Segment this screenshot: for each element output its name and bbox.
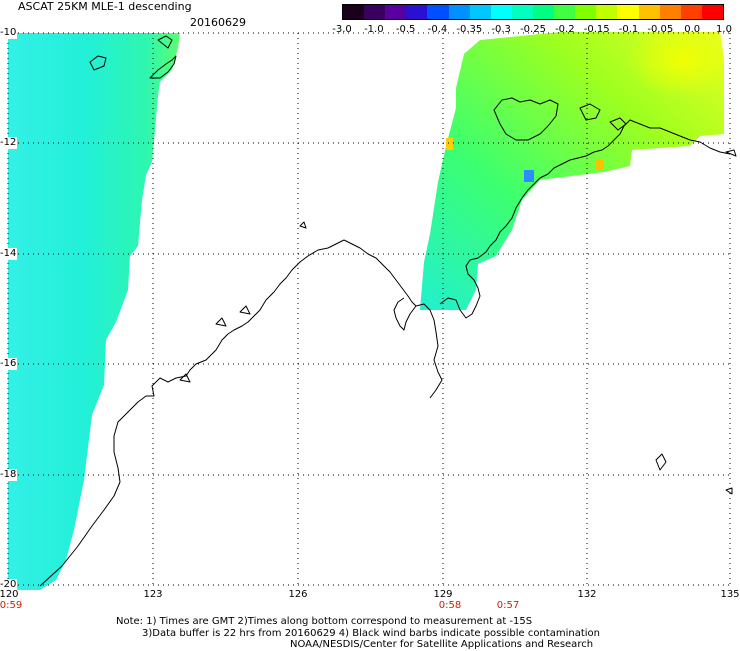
lat-label: -16: [0, 358, 18, 370]
colorbar-segment: [343, 5, 365, 19]
colorbar-tick-label: -3.0: [332, 24, 352, 35]
colorbar-segment: [490, 5, 512, 19]
colorbar-labels: -3.0 -1.0 -0.5 -0.4 -0.35 -0.3 -0.25 -0.2 -0.15-…: [328, 24, 738, 38]
lon-label: 126: [288, 589, 308, 600]
colorbar-segment: [596, 5, 618, 19]
colorbar-tick-label: -0.25: [520, 24, 546, 35]
time-label: 0:59: [0, 600, 23, 611]
colorbar-segment: [448, 5, 470, 19]
colorbar-segment: [617, 5, 639, 19]
colorbar-tick-label: 1.0: [716, 24, 732, 35]
colorbar-segment: [364, 5, 386, 19]
colorbar-tick-label: -0.2: [555, 24, 575, 35]
colorbar-tick-label: -0.1: [618, 24, 639, 35]
time-label: 0:58: [438, 600, 462, 611]
lon-label: 123: [143, 589, 163, 600]
note-line-1: Note: 1) Times are GMT 2)Times along bot…: [116, 616, 533, 627]
colorbar-tick-label: -1.0: [364, 24, 384, 35]
colorbar-segment: [385, 5, 407, 19]
colorbar-tick-label: -0.4: [427, 24, 448, 35]
colorbar-segment: [406, 5, 428, 19]
colorbar-segment: [554, 5, 576, 19]
blue-anomaly-pixel: [524, 170, 534, 182]
lat-label: -14: [0, 248, 18, 260]
lon-label: 135: [720, 589, 740, 600]
lat-label: -10: [0, 27, 18, 39]
left-data-swath: [8, 33, 180, 590]
colorbar-tick-label: -0.5: [395, 24, 416, 35]
colorbar-segment: [469, 5, 491, 19]
lat-label: -18: [0, 469, 18, 481]
lat-label: -20: [0, 579, 18, 591]
orange-pixel-2: [446, 138, 453, 150]
lat-label: -12: [0, 137, 18, 149]
colorbar-segment: [427, 5, 449, 19]
colorbar-segment: [638, 5, 660, 19]
map-title: ASCAT 25KM MLE-1 descending: [18, 0, 192, 13]
coastline: [39, 35, 737, 587]
colorbar-tick-label: -0.05: [647, 24, 674, 35]
colorbar: [342, 4, 724, 20]
colorbar-segment: [511, 5, 533, 19]
colorbar-tick-label: -0.35: [456, 24, 483, 35]
colorbar-tick-label: -0.3: [491, 24, 511, 35]
lon-label: 132: [577, 589, 597, 600]
right-yellow-region: [560, 32, 724, 142]
map-date: 20160629: [190, 16, 246, 29]
time-label: 0:57: [496, 600, 520, 611]
colorbar-tick-label: 0.0: [684, 24, 701, 35]
colorbar-segment: [659, 5, 681, 19]
colorbar-segment: [575, 5, 597, 19]
note-line-2: 3)Data buffer is 22 hrs from 20160629 4)…: [142, 628, 600, 639]
orange-pixel: [596, 160, 604, 170]
lon-label: 120: [0, 589, 19, 600]
colorbar-segment: [701, 5, 723, 19]
colorbar-segment: [532, 5, 555, 19]
colorbar-segment: [680, 5, 702, 19]
note-line-3: NOAA/NESDIS/Center for Satellite Applica…: [290, 639, 594, 650]
lon-label: 129: [433, 589, 453, 600]
colorbar-tick-label: -0.15: [583, 24, 610, 35]
